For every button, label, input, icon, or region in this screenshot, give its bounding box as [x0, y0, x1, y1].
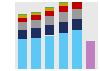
Bar	[31, 20, 41, 28]
Bar	[18, 22, 27, 30]
Bar	[31, 15, 41, 20]
Bar	[31, 13, 41, 15]
Bar	[58, 6, 68, 12]
Bar	[18, 39, 27, 69]
Bar	[31, 38, 41, 69]
Bar	[18, 14, 27, 15]
Bar	[45, 16, 54, 25]
Bar	[31, 12, 41, 13]
Bar	[31, 28, 41, 38]
Bar	[72, 2, 82, 9]
Bar	[72, 9, 82, 19]
Bar	[58, 22, 68, 33]
Bar	[18, 18, 27, 22]
Bar	[18, 30, 27, 39]
Bar	[58, 33, 68, 69]
Bar	[72, 0, 82, 2]
Bar	[72, 30, 82, 69]
Bar	[45, 7, 54, 8]
Bar	[86, 41, 95, 69]
Bar	[58, 12, 68, 22]
Bar	[45, 36, 54, 69]
Bar	[45, 25, 54, 36]
Bar	[72, 19, 82, 30]
Bar	[45, 8, 54, 11]
Bar	[58, 2, 68, 3]
Bar	[18, 15, 27, 18]
Bar	[45, 11, 54, 16]
Bar	[58, 3, 68, 6]
